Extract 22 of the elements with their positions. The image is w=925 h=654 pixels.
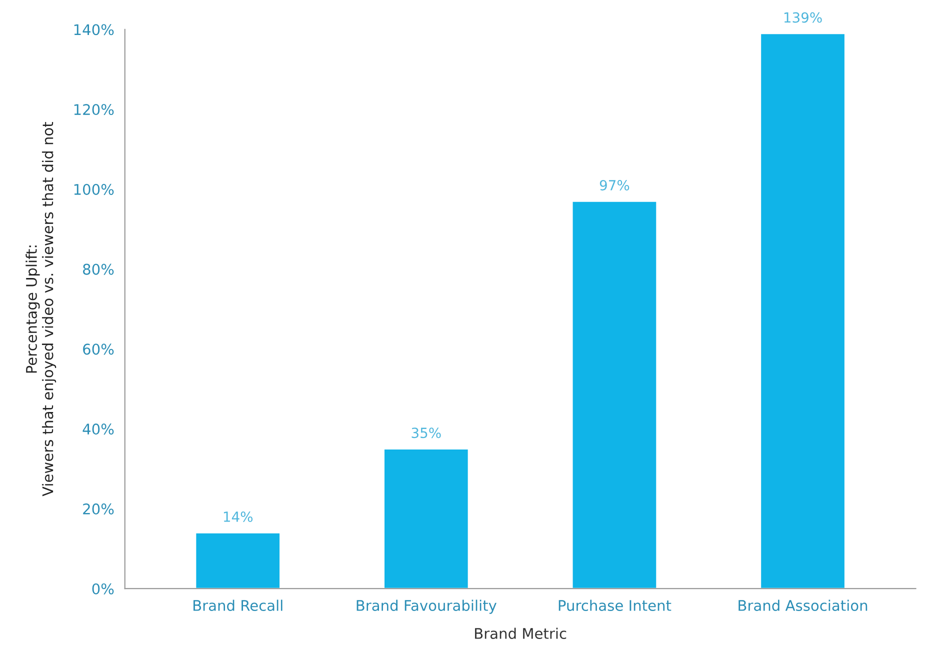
x-tick-label: Brand Recall (194, 600, 282, 611)
y-tick-label: 60% (83, 344, 114, 355)
y-tick-label: 140% (74, 24, 114, 36)
bar (760, 32, 846, 589)
y-tick-label: 100% (74, 184, 114, 195)
bar (194, 532, 281, 589)
data-label: 139% (784, 12, 822, 23)
y-tick-label: 120% (74, 104, 114, 116)
y-tick-label: 20% (83, 503, 114, 514)
y-tick-label: 0% (92, 583, 114, 594)
data-label: 35% (412, 428, 441, 438)
x-tick-label: Brand Favourability (356, 600, 497, 614)
y-tick-label: 80% (83, 264, 114, 275)
data-label: 97% (600, 180, 630, 190)
x-axis-title: Brand Metric (475, 628, 566, 639)
bar (383, 448, 470, 589)
x-tick-label: Purchase Intent (558, 600, 672, 611)
bar (571, 200, 658, 589)
y-tick-label: 40% (82, 424, 114, 435)
x-tick-label: Brand Association (738, 600, 868, 611)
y-axis-title: Percentage Uplift: Viewers that enjoyed video vs. viewers that did not (26, 122, 56, 496)
data-label: 14% (224, 512, 253, 522)
